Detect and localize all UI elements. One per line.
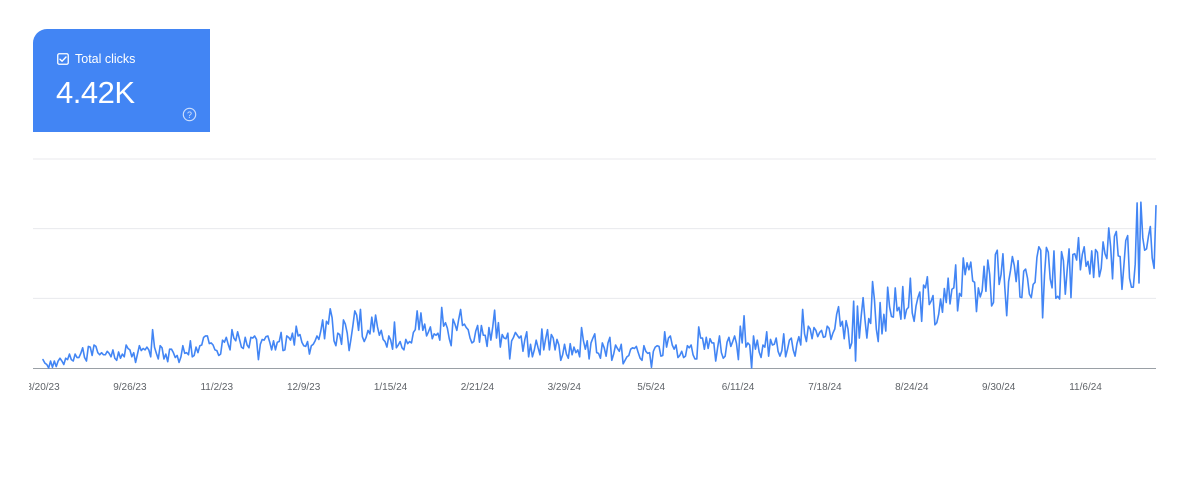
x-axis-ticks: 8/20/23 9/26/23 11/2/23 12/9/23 1/15/24 2/21/…	[26, 382, 1102, 393]
x-tick-label: 3/29/24	[548, 382, 582, 393]
metric-header: Total clicks	[57, 52, 135, 66]
help-circle-icon[interactable]: ?	[182, 107, 197, 122]
x-tick-label: 9/26/23	[113, 382, 147, 393]
x-tick-label: 11/2/23	[200, 382, 233, 393]
chart-series	[42, 201, 1157, 369]
chart-gridlines	[33, 158, 1156, 299]
x-tick-label: 9/30/24	[982, 382, 1016, 393]
svg-text:?: ?	[187, 110, 192, 120]
x-tick-label: 7/18/24	[808, 382, 842, 393]
x-tick-label: 11/6/24	[1069, 382, 1102, 393]
metric-label: Total clicks	[75, 52, 136, 66]
x-tick-label: 8/20/23	[26, 382, 60, 393]
x-tick-label: 2/21/24	[461, 382, 495, 393]
x-tick-label: 1/15/24	[374, 382, 408, 393]
x-tick-label: 12/9/23	[287, 382, 321, 393]
x-tick-label: 6/11/24	[722, 382, 755, 393]
series-line-1	[42, 201, 1157, 369]
total-clicks-card[interactable]: Total clicks 4.42K ?	[33, 29, 210, 132]
x-tick-label: 5/5/24	[637, 382, 665, 393]
metric-value: 4.42K	[56, 75, 135, 110]
checkbox-checked-icon[interactable]	[57, 53, 69, 65]
x-tick-label: 8/24/24	[895, 382, 929, 393]
